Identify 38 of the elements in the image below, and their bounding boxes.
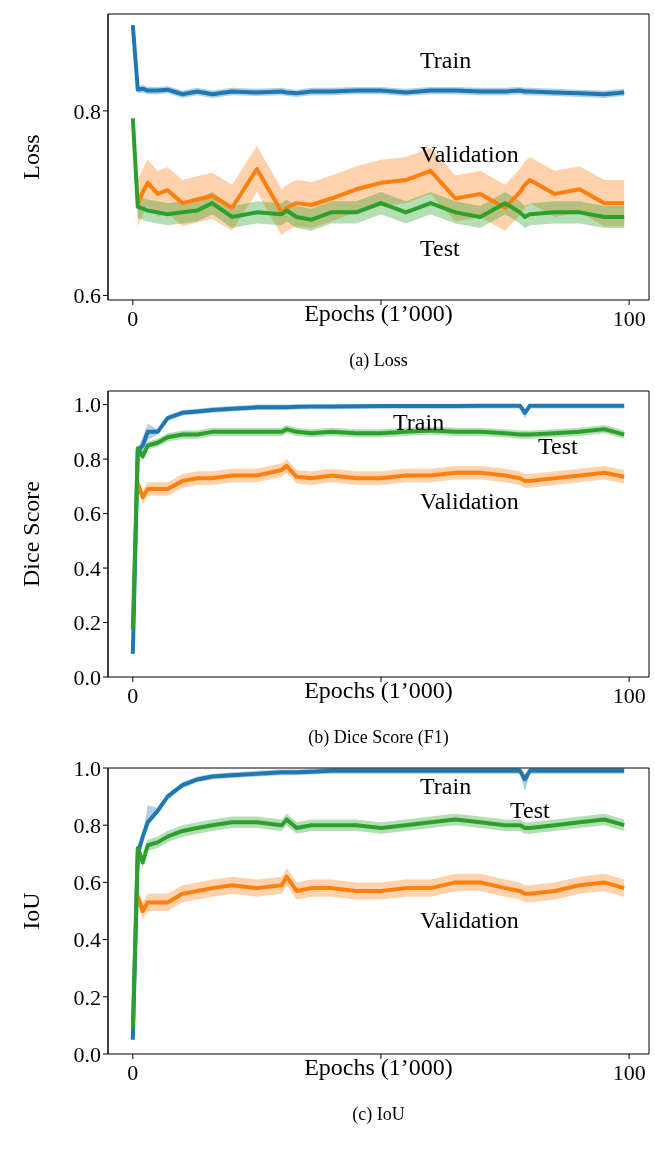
- series-label: Test: [420, 235, 460, 261]
- y-tick-label: 0.4: [73, 927, 101, 953]
- text: (a) Loss: [349, 350, 408, 370]
- text: (c) IoU: [352, 1104, 405, 1124]
- series-label: Test: [510, 797, 550, 823]
- x-tick-label: 0: [127, 683, 139, 708]
- y-tick-label: 0.6: [73, 501, 101, 527]
- y-tick-label: 0.6: [73, 870, 101, 896]
- y-tick-label: 0.2: [73, 610, 101, 636]
- y-axis-title: Loss: [17, 134, 44, 180]
- x-tick-label: 100: [612, 683, 646, 708]
- y-tick-label: 0.0: [73, 664, 101, 690]
- text: (b) Dice Score (F1): [308, 727, 449, 747]
- series-label: Validation: [420, 488, 519, 514]
- series-label: Train: [420, 773, 472, 799]
- x-tick-label: 100: [612, 306, 646, 331]
- x-axis-title: Epochs (1’000): [304, 677, 453, 704]
- y-tick-label: 0.8: [73, 446, 101, 472]
- x-axis-title: Epochs (1’000): [304, 300, 453, 327]
- x-tick-label: 0: [127, 1060, 139, 1085]
- y-tick-label: 0.8: [73, 813, 101, 839]
- y-tick-label: 0.8: [73, 98, 101, 124]
- series-label: Test: [538, 433, 578, 459]
- y-tick-label: 0.0: [73, 1041, 101, 1067]
- series-label: Train: [393, 409, 445, 435]
- x-axis-title: Epochs (1’000): [304, 1054, 453, 1081]
- y-tick-label: 1.0: [73, 392, 101, 418]
- y-tick-label: 0.6: [73, 283, 101, 309]
- y-axis-title: Dice Score: [17, 481, 44, 587]
- y-tick-label: 0.4: [73, 555, 101, 581]
- x-tick-label: 0: [127, 306, 139, 331]
- series-label: Validation: [420, 907, 519, 933]
- series-label: Train: [420, 47, 472, 73]
- y-tick-label: 1.0: [73, 755, 101, 781]
- series-label: Validation: [420, 141, 519, 167]
- x-tick-label: 100: [612, 1060, 646, 1085]
- y-axis-title: IoU: [17, 892, 44, 930]
- y-tick-label: 0.2: [73, 984, 101, 1010]
